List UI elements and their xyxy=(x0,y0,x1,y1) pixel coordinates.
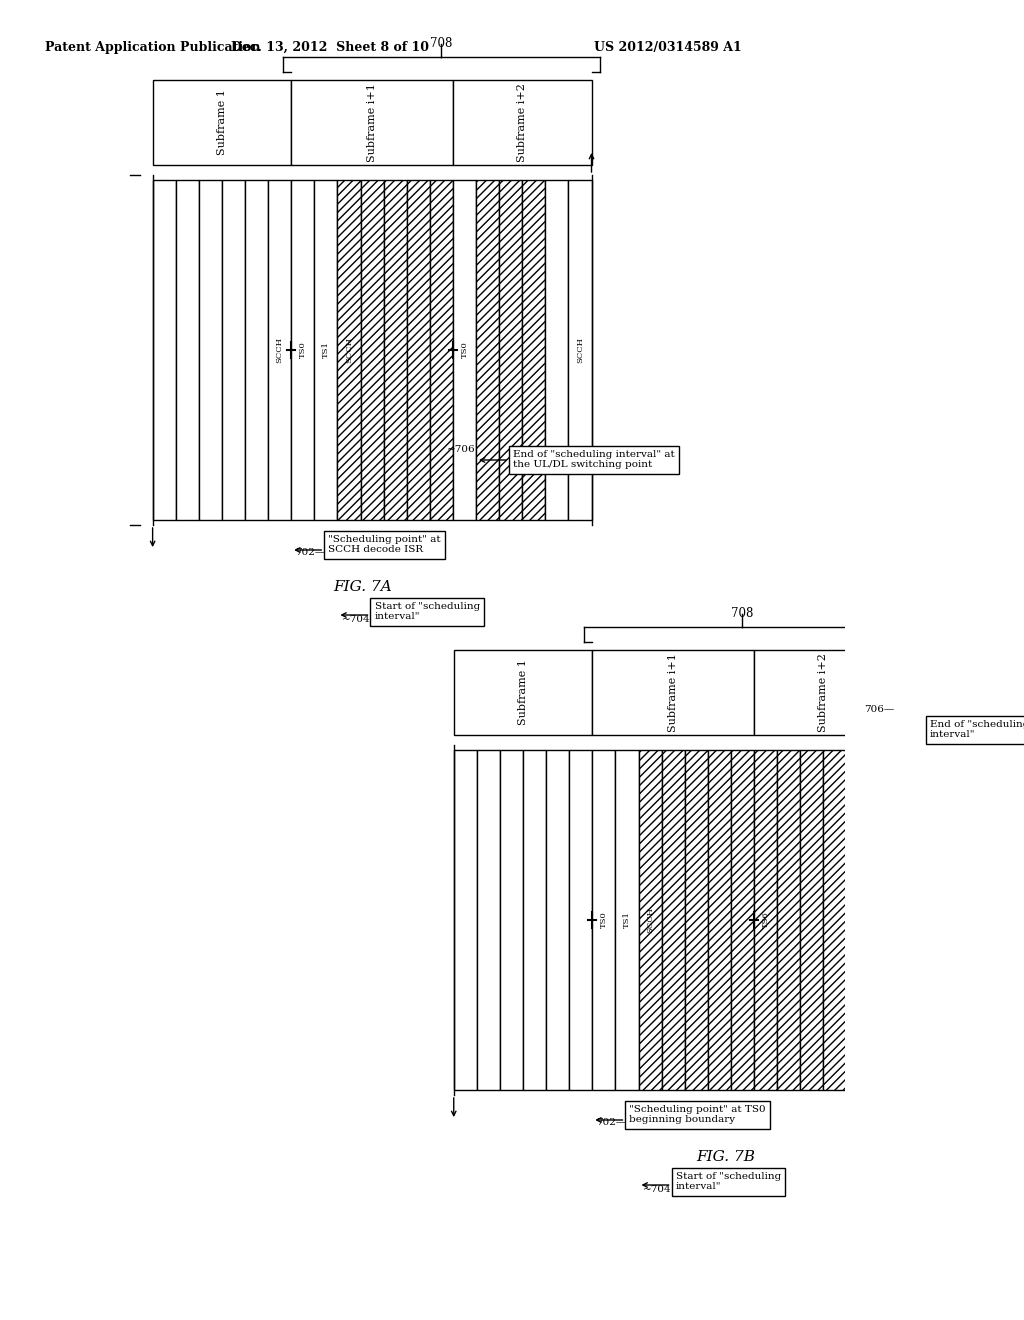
Bar xyxy=(546,180,568,520)
Text: SCCH: SCCH xyxy=(275,337,284,363)
Text: Subframe 1: Subframe 1 xyxy=(217,90,227,156)
Text: SCCH: SCCH xyxy=(646,907,654,933)
Bar xyxy=(453,81,592,165)
Text: Subframe i+1: Subframe i+1 xyxy=(367,83,377,162)
Bar xyxy=(847,750,869,1090)
Bar xyxy=(384,180,407,520)
Bar xyxy=(430,180,453,520)
Bar xyxy=(453,180,476,520)
Bar xyxy=(407,180,430,520)
Bar xyxy=(708,750,731,1090)
Bar xyxy=(569,750,592,1090)
Bar xyxy=(685,750,708,1090)
Bar xyxy=(662,750,685,1090)
Bar xyxy=(592,649,754,735)
Text: TS0: TS0 xyxy=(600,912,608,928)
Bar xyxy=(500,750,523,1090)
Bar xyxy=(245,180,268,520)
Text: Start of "scheduling
interval": Start of "scheduling interval" xyxy=(375,602,480,622)
Bar xyxy=(477,750,500,1090)
Text: "Scheduling point" at
SCCH decode ISR: "Scheduling point" at SCCH decode ISR xyxy=(329,535,441,554)
Text: Dec. 13, 2012  Sheet 8 of 10: Dec. 13, 2012 Sheet 8 of 10 xyxy=(231,41,429,54)
Bar xyxy=(291,81,453,165)
Text: 702—: 702— xyxy=(596,1118,627,1127)
Bar xyxy=(523,750,546,1090)
Bar xyxy=(268,180,291,520)
Bar xyxy=(360,180,384,520)
Bar xyxy=(731,750,754,1090)
Bar xyxy=(176,180,199,520)
Text: ~704: ~704 xyxy=(342,615,370,624)
Text: TS6: TS6 xyxy=(762,912,770,928)
Bar xyxy=(314,180,338,520)
Text: TS1: TS1 xyxy=(623,912,631,928)
Text: 702—: 702— xyxy=(295,548,326,557)
Text: ~704: ~704 xyxy=(643,1185,672,1195)
Bar xyxy=(568,180,592,520)
Bar xyxy=(454,750,477,1090)
Text: Patent Application Publication: Patent Application Publication xyxy=(45,41,261,54)
Text: Subframe i+2: Subframe i+2 xyxy=(517,83,527,162)
Bar xyxy=(153,180,176,520)
Text: Subframe i+1: Subframe i+1 xyxy=(669,653,678,731)
Bar xyxy=(777,750,800,1090)
Text: End of "scheduling interval" at
the UL/DL switching point: End of "scheduling interval" at the UL/D… xyxy=(513,450,675,470)
Bar xyxy=(754,750,777,1090)
Text: Start of "scheduling
interval": Start of "scheduling interval" xyxy=(676,1172,781,1192)
Bar xyxy=(476,180,499,520)
Text: SCCH: SCCH xyxy=(575,337,584,363)
Text: US 2012/0314589 A1: US 2012/0314589 A1 xyxy=(594,41,741,54)
Text: TS0: TS0 xyxy=(299,342,307,358)
Bar xyxy=(639,750,662,1090)
Text: Subframe 1: Subframe 1 xyxy=(518,660,528,726)
Bar xyxy=(754,649,893,735)
Bar xyxy=(546,750,569,1090)
Text: TS1: TS1 xyxy=(322,342,330,359)
Text: SCCH: SCCH xyxy=(345,337,353,363)
Text: FIG. 7A: FIG. 7A xyxy=(334,579,392,594)
Bar xyxy=(869,750,893,1090)
Bar xyxy=(454,649,592,735)
Bar xyxy=(800,750,823,1090)
Text: TS0: TS0 xyxy=(461,342,468,358)
Bar xyxy=(291,180,314,520)
Bar xyxy=(338,180,360,520)
Bar xyxy=(199,180,222,520)
Text: End of "scheduling
interval": End of "scheduling interval" xyxy=(930,719,1024,739)
Bar xyxy=(153,81,291,165)
Bar xyxy=(222,180,245,520)
Bar xyxy=(522,180,546,520)
Text: FIG. 7B: FIG. 7B xyxy=(696,1150,756,1164)
Text: 706—: 706— xyxy=(864,705,894,714)
Text: 708: 708 xyxy=(430,37,453,50)
Bar xyxy=(592,750,615,1090)
Text: 708: 708 xyxy=(731,607,754,620)
Text: ~706: ~706 xyxy=(447,445,476,454)
Text: "Scheduling point" at TS0
beginning boundary: "Scheduling point" at TS0 beginning boun… xyxy=(630,1105,766,1125)
Text: Subframe i+2: Subframe i+2 xyxy=(818,653,828,731)
Bar xyxy=(823,750,847,1090)
Bar xyxy=(499,180,522,520)
Bar xyxy=(615,750,639,1090)
